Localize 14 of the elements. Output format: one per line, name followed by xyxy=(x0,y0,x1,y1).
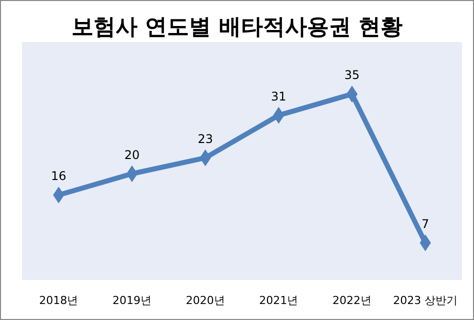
chart-title: 보험사 연도별 배타적사용권 현황 xyxy=(72,15,402,40)
data-label: 20 xyxy=(124,148,140,162)
x-tick-label: 2018년 xyxy=(39,294,78,307)
point xyxy=(346,86,358,102)
data-label: 31 xyxy=(271,89,286,104)
x-tick-label: 2021년 xyxy=(259,294,298,307)
x-tick-label: 2019년 xyxy=(112,294,152,307)
data-label: 16 xyxy=(51,169,66,183)
x-tick-label: 2020년 xyxy=(186,294,225,307)
data-label: 35 xyxy=(344,68,360,82)
data-label: 7 xyxy=(422,216,430,231)
x-tick-label: 2022년 xyxy=(332,294,372,307)
data-label: 23 xyxy=(198,132,213,146)
x-tick-label: 2023 상반기 xyxy=(393,294,458,307)
